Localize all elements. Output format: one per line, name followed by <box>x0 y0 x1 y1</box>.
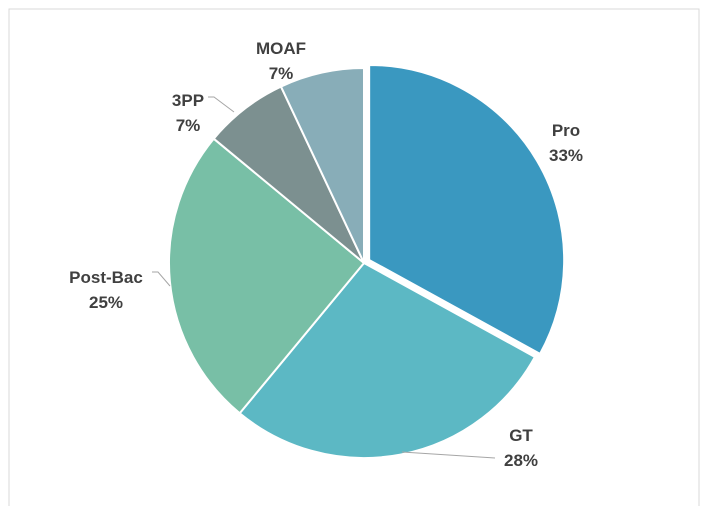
slice-label: Post-Bac <box>69 268 143 287</box>
leader-line <box>208 96 235 113</box>
pie-slice <box>368 63 566 356</box>
pie <box>168 63 566 459</box>
slice-value-label: 33% <box>549 146 583 165</box>
slice-label: GT <box>509 426 533 445</box>
labels: Pro 33% GT 28% Post-Bac 25% 3PP 7% MOAF 7% <box>69 39 583 470</box>
slice-value-label: 7% <box>269 64 294 83</box>
pie-slice <box>279 66 365 264</box>
slice-value-label: 28% <box>504 451 538 470</box>
pie-slice <box>168 137 366 415</box>
leader-line <box>401 451 496 459</box>
pie-slice <box>238 261 537 459</box>
slice-label: 3PP <box>172 91 204 110</box>
slice-value-label: 25% <box>89 293 123 312</box>
slice-label: Pro <box>552 121 580 140</box>
leader-line <box>152 271 171 287</box>
slice-label: MOAF <box>256 39 306 58</box>
slice-value-label: 7% <box>176 116 201 135</box>
